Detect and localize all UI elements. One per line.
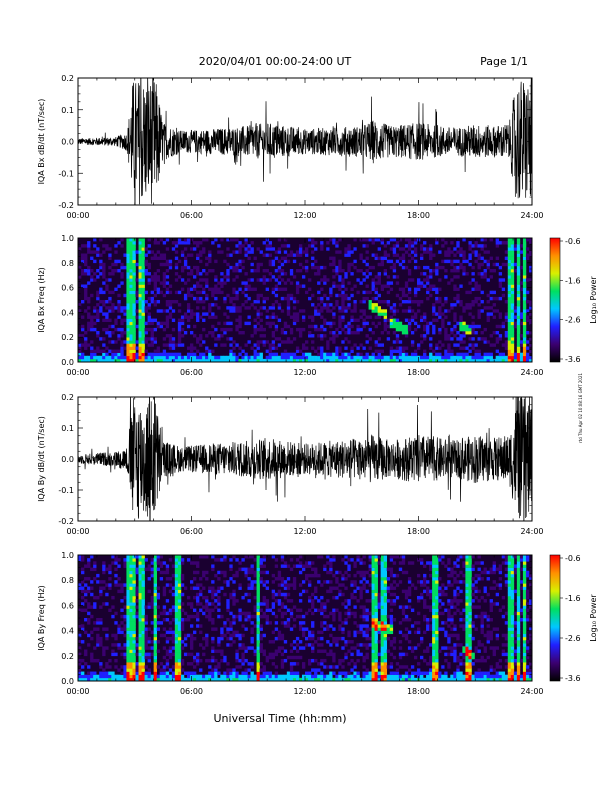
x-tick-label: 18:00 [407, 687, 430, 696]
y-tick-label: 0.4 [61, 627, 74, 636]
colorbar-tick-label: -0.6 [565, 554, 581, 563]
x-tick-label: 12:00 [293, 368, 316, 377]
colorbar-tick-label: -3.6 [565, 355, 581, 364]
x-tick-label: 12:00 [293, 687, 316, 696]
colorbar-3 [549, 554, 561, 682]
side-note: rtd Thu Apr 02 10:08:16 GMT 2021 [578, 373, 583, 443]
waveform-trace-2 [78, 397, 532, 521]
y-tick-label: 0.2 [61, 74, 74, 83]
x-tick-label: 18:00 [407, 211, 430, 220]
y-tick-label: 0.0 [61, 677, 74, 686]
y-tick-label: 0.4 [61, 308, 74, 317]
x-tick-label: 24:00 [520, 211, 543, 220]
x-tick-label: 18:00 [407, 527, 430, 536]
y-tick-label: 0.0 [61, 358, 74, 367]
x-tick-label: 00:00 [66, 211, 89, 220]
x-tick-label: 06:00 [180, 687, 203, 696]
waveform-trace-0 [78, 78, 532, 205]
y-tick-label: 0.8 [61, 576, 74, 585]
y-axis-label: IQA By Freq (Hz) [37, 585, 46, 651]
y-tick-label: 1.0 [61, 551, 74, 560]
y-tick-label: -0.1 [58, 169, 74, 178]
x-tick-label: 12:00 [293, 527, 316, 536]
y-tick-label: 0.1 [61, 424, 74, 433]
x-tick-label: 24:00 [520, 368, 543, 377]
colorbar-tick-label: -2.6 [565, 316, 581, 325]
y-tick-label: 1.0 [61, 234, 74, 243]
x-tick-label: 06:00 [180, 211, 203, 220]
bx-dbdt-panel: 00:00 06:00 12:00 18:00 24:00 0.2 0.1 0.0 -0.1 -0… [37, 74, 544, 220]
page-number: Page 1/1 [480, 55, 528, 68]
y-tick-label: 0.8 [61, 259, 74, 268]
x-tick-label: 00:00 [66, 527, 89, 536]
colorbar-tick-label: -1.6 [565, 594, 581, 603]
colorbar-tick-label: -2.6 [565, 634, 581, 643]
y-tick-label: -0.2 [58, 201, 74, 210]
y-tick-label: 0.1 [61, 106, 74, 115]
y-axis-label: IQA By dB/dt (nT/sec) [37, 416, 46, 502]
bx-spectrogram-panel: -0.6 -1.6 -2.6 -3.6 Log₁₀ Power 00:00 06:00 12:… [37, 234, 598, 377]
x-tick-label: 24:00 [520, 687, 543, 696]
by-spectrogram-panel: -0.6 -1.6 -2.6 -3.6 Log₁₀ Power 00:00 06:00 12:… [37, 551, 598, 696]
x-tick-label: 06:00 [180, 368, 203, 377]
x-tick-label: 24:00 [520, 527, 543, 536]
x-tick-label: 00:00 [66, 687, 89, 696]
y-tick-label: 0.6 [61, 601, 74, 610]
colorbar-tick-label: -0.6 [565, 237, 581, 246]
y-tick-label: -0.2 [58, 517, 74, 526]
x-axis-label: Universal Time (hh:mm) [214, 712, 347, 725]
y-tick-label: 0.6 [61, 284, 74, 293]
colorbar-label: Log₁₀ Power [589, 594, 598, 642]
x-tick-label: 06:00 [180, 527, 203, 536]
x-tick-label: 00:00 [66, 368, 89, 377]
by-dbdt-panel: 00:00 06:00 12:00 18:00 24:00 0.2 0.1 0.0 -0.1 -0… [37, 393, 544, 536]
y-tick-label: 0.0 [61, 455, 74, 464]
y-tick-label: -0.1 [58, 486, 74, 495]
y-tick-label: 0.2 [61, 393, 74, 402]
colorbar-label: Log₁₀ Power [589, 276, 598, 324]
y-axis-label: IQA Bx dB/dt (nT/sec) [37, 99, 46, 185]
colorbar-1 [549, 237, 561, 363]
colorbar-tick-label: -3.6 [565, 674, 581, 683]
y-tick-label: 0.2 [61, 652, 74, 661]
y-tick-label: 0.0 [61, 138, 74, 147]
colorbar-tick-label: -1.6 [565, 276, 581, 285]
figure-title: 2020/04/01 00:00-24:00 UT [199, 55, 352, 68]
y-axis-label: IQA Bx Freq (Hz) [37, 267, 46, 333]
x-tick-label: 18:00 [407, 368, 430, 377]
x-tick-label: 12:00 [293, 211, 316, 220]
y-tick-label: 0.2 [61, 333, 74, 342]
